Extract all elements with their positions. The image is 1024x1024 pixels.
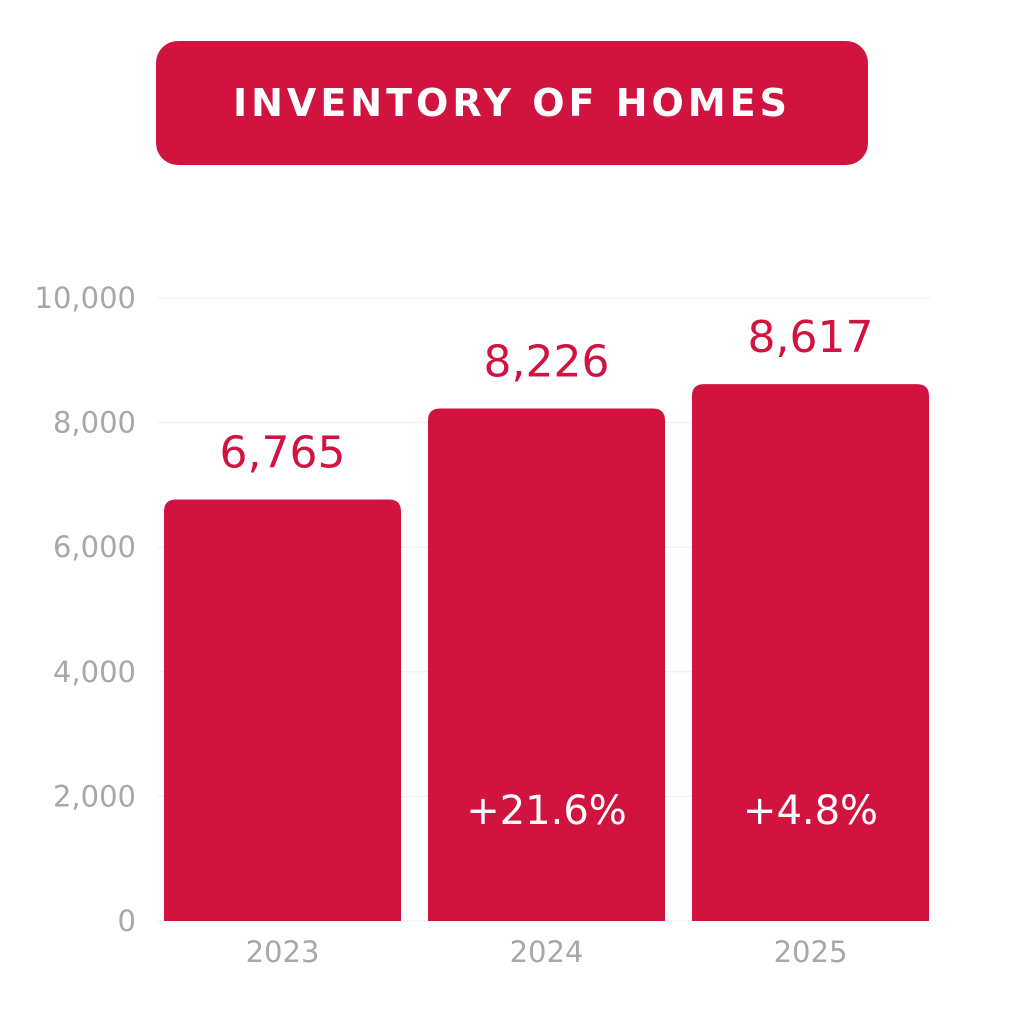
y-tick-label: 6,000: [53, 530, 136, 564]
x-tick-label: 2025: [774, 935, 848, 969]
chart-title: INVENTORY OF HOMES: [232, 81, 791, 125]
x-axis-ticks: 2023 2024 2025: [246, 935, 848, 969]
bar-value-label: 8,617: [748, 312, 874, 363]
y-tick-label: 4,000: [53, 655, 136, 689]
percent-change-label: +4.8%: [743, 788, 878, 834]
x-tick-label: 2023: [246, 935, 320, 969]
y-tick-label: 2,000: [53, 779, 136, 813]
x-tick-label: 2024: [510, 935, 584, 969]
bar-2024: [428, 408, 665, 921]
y-tick-label: 0: [118, 904, 136, 938]
percent-change-label: +21.6%: [466, 788, 627, 834]
bars: 6,765 8,226 +21.6% 8,617 +4.8%: [164, 312, 929, 921]
y-tick-label: 8,000: [53, 406, 136, 440]
bar-2025: [692, 384, 929, 921]
bar-value-label: 8,226: [484, 337, 610, 388]
y-tick-label: 10,000: [35, 281, 136, 315]
bar-value-label: 6,765: [220, 428, 346, 479]
bar-2023: [164, 499, 401, 921]
y-axis-ticks: 0 2,000 4,000 6,000 8,000 10,000: [35, 281, 136, 938]
chart-title-banner: INVENTORY OF HOMES: [156, 41, 868, 165]
